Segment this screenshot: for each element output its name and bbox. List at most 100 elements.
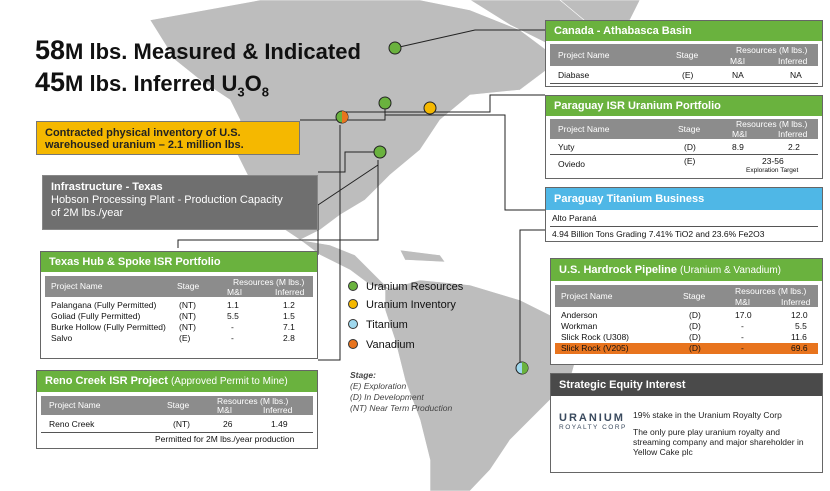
project-name: Salvo — [51, 333, 73, 343]
uranium-resources-dot-icon — [348, 281, 358, 291]
mi-value: 17.0 — [735, 310, 752, 320]
mi-value: - — [231, 322, 234, 332]
alto-parana-name: Alto Paraná — [552, 213, 597, 223]
table-row-highlighted: Slick Rock (V205) (D) - 69.6 — [555, 343, 818, 354]
mi-value: 8.9 — [732, 142, 744, 152]
infrastructure-box: Infrastructure - Texas Hobson Processing… — [42, 175, 318, 230]
reno-footer-row: Permitted for 2M lbs./year production — [41, 433, 313, 446]
reno-title-sub: (Approved Permit to Mine) — [170, 376, 288, 387]
exploration-range: 23-56 — [762, 156, 784, 166]
project-name: Oviedo — [558, 159, 585, 169]
project-name: Anderson — [561, 310, 598, 320]
col-mi: M&I — [735, 297, 751, 307]
equity-box: Strategic Equity Interest URANIUM ROYALT… — [550, 373, 823, 473]
inferred-value: 11.6 — [791, 332, 807, 342]
legend-uranium-resources: Uranium Resources — [348, 281, 463, 293]
subscript-8: 8 — [261, 84, 269, 100]
legend-uranium-inventory: Uranium Inventory — [348, 299, 456, 311]
col-stage: Stage — [678, 124, 701, 134]
equity-title: Strategic Equity Interest — [551, 374, 822, 396]
mi-value: 1.1 — [227, 300, 239, 310]
col-mi: M&I — [217, 405, 233, 415]
uranium-marker-texas — [373, 145, 387, 159]
uranium-marker-wyoming — [378, 96, 392, 110]
table-row: Anderson (D) 17.0 12.0 — [555, 310, 818, 321]
measured-text: M lbs. Measured & Indicated — [65, 39, 361, 64]
equity-description: 19% stake in the Uranium Royalty Corp Th… — [633, 410, 819, 457]
hardrock-title-sub: (Uranium & Vanadium) — [680, 265, 782, 276]
mi-value: - — [741, 343, 744, 353]
stage-note-nt: (NT) Near Term Production — [350, 403, 453, 413]
paraguay-titanium-title: Paraguay Titanium Business — [546, 188, 822, 210]
col-mi: M&I — [227, 287, 243, 297]
table-row: Slick Rock (U308) (D) - 11.6 — [555, 332, 818, 343]
logo-sub-text: ROYALTY CORP — [559, 424, 627, 431]
stage: (E) — [682, 70, 694, 80]
project-name: Slick Rock (U308) — [561, 332, 630, 342]
mi-value: - — [741, 321, 744, 331]
col-inferred: Inferred — [275, 287, 305, 297]
table-row: Goliad (Fully Permitted) (NT) 5.5 1.5 — [45, 311, 313, 322]
stage-note: Stage: (E) Exploration (D) In Developmen… — [350, 370, 452, 414]
stage: (NT) — [173, 419, 190, 429]
stage: (NT) — [179, 300, 196, 310]
measured-number: 58 — [35, 35, 66, 65]
infrastructure-line-1: Hobson Processing Plant - Production Cap… — [51, 194, 283, 206]
vanadium-marker-half — [342, 111, 348, 123]
col-project-name: Project Name — [558, 50, 610, 60]
alto-parana-desc: 4.94 Billion Tons Grading 7.41% TiO2 and… — [552, 229, 765, 239]
project-name: Yuty — [558, 142, 575, 152]
reno-title-bar: Reno Creek ISR Project (Approved Permit … — [37, 371, 317, 392]
col-resources: Resources (M lbs.) — [217, 396, 289, 406]
paraguay-isr-box: Paraguay ISR Uranium Portfolio Project N… — [545, 95, 823, 179]
reno-header-row: Project Name Stage Resources (M lbs.) M&… — [41, 396, 313, 415]
project-name: Burke Hollow (Fully Permitted) — [51, 322, 166, 332]
inferred-value: 5.5 — [795, 321, 807, 331]
mi-value: 5.5 — [227, 311, 239, 321]
oxygen-letter: O — [244, 71, 262, 96]
inferred-number: 45 — [35, 67, 66, 97]
texas-title: Texas Hub & Spoke ISR Portfolio — [41, 252, 317, 272]
infrastructure-title: Infrastructure - Texas — [51, 181, 163, 193]
equity-line-2: The only pure play uranium royalty and s… — [633, 427, 804, 457]
table-row: Reno Creek (NT) 26 1.49 — [41, 419, 313, 430]
stage: (NT) — [179, 311, 196, 321]
canada-title: Canada - Athabasca Basin — [546, 21, 822, 41]
inferred-text: M lbs. Inferred U — [65, 71, 238, 96]
col-resources: Resources (M lbs.) — [736, 119, 808, 129]
stage: (D) — [689, 310, 701, 320]
contracted-line-2: warehoused uranium – 2.1 million lbs. — [45, 139, 244, 151]
col-stage: Stage — [676, 50, 699, 60]
exploration-target: Exploration Target — [746, 167, 799, 174]
paraguay-marker-half — [522, 362, 528, 374]
inferred-value: 1.2 — [283, 300, 295, 310]
stage-note-title: Stage: — [350, 370, 376, 380]
table-row: Burke Hollow (Fully Permitted) (NT) - 7.… — [45, 322, 313, 333]
mi-value: 26 — [223, 419, 233, 429]
inferred-value: 69.6 — [791, 343, 808, 353]
hardrock-title-bar: U.S. Hardrock Pipeline (Uranium & Vanadi… — [551, 259, 822, 281]
stage: (NT) — [179, 322, 196, 332]
mi-value: - — [741, 332, 744, 342]
project-name: Diabase — [558, 70, 590, 80]
uranium-marker-canada — [388, 41, 402, 55]
hardrock-title: U.S. Hardrock Pipeline — [559, 264, 677, 276]
col-project-name: Project Name — [561, 291, 613, 301]
table-row: Diabase (E) NA NA — [550, 70, 818, 81]
reno-creek-box: Reno Creek ISR Project (Approved Permit … — [36, 370, 318, 449]
stage: (E) — [179, 333, 191, 343]
contracted-inventory-box: Contracted physical inventory of U.S. wa… — [36, 121, 300, 155]
legend-label: Uranium Inventory — [366, 299, 456, 311]
stage-note-e: (E) Exploration — [350, 381, 407, 391]
logo-main-text: URANIUM — [559, 412, 625, 424]
legend-label: Titanium — [366, 319, 408, 331]
table-row: Yuty (D) 8.9 2.2 — [550, 142, 818, 153]
col-project-name: Project Name — [51, 281, 103, 291]
project-name: Slick Rock (V205) — [561, 343, 629, 353]
col-stage: Stage — [167, 400, 190, 410]
col-stage: Stage — [177, 281, 200, 291]
legend-label: Vanadium — [366, 339, 415, 351]
inferred-value: NA — [790, 70, 802, 80]
headline-measured: 58M lbs. Measured & Indicated — [35, 36, 361, 66]
col-stage: Stage — [683, 291, 706, 301]
